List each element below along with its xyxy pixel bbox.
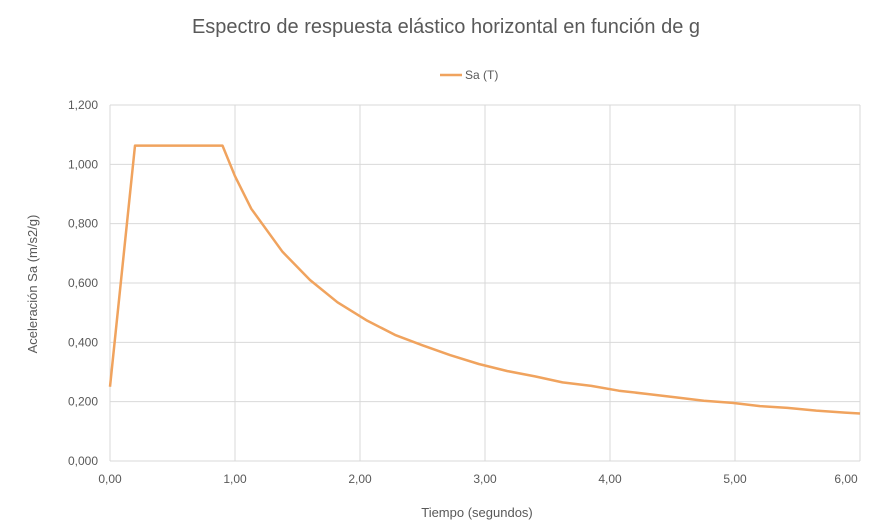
y-tick-label: 0,800 bbox=[68, 217, 98, 231]
x-tick-label: 6,00 bbox=[834, 472, 858, 486]
legend: Sa (T) bbox=[440, 68, 498, 82]
y-tick-label: 1,000 bbox=[68, 157, 98, 171]
y-tick-label: 0,200 bbox=[68, 395, 98, 409]
x-axis-ticks: 0,00 1,00 2,00 3,00 4,00 5,00 6,00 bbox=[98, 472, 858, 486]
legend-label-sa: Sa (T) bbox=[465, 68, 498, 82]
x-tick-label: 1,00 bbox=[223, 472, 247, 486]
y-tick-label: 0,600 bbox=[68, 276, 98, 290]
x-tick-label: 3,00 bbox=[473, 472, 497, 486]
x-tick-label: 5,00 bbox=[723, 472, 747, 486]
y-tick-label: 0,000 bbox=[68, 454, 98, 468]
x-tick-label: 2,00 bbox=[348, 472, 372, 486]
x-axis-title: Tiempo (segundos) bbox=[421, 505, 533, 520]
y-axis-ticks: 0,000 0,200 0,400 0,600 0,800 1,000 1,200 bbox=[68, 98, 98, 468]
y-axis-title: Aceleración Sa (m/s2/g) bbox=[25, 215, 40, 354]
y-tick-label: 1,200 bbox=[68, 98, 98, 112]
x-tick-label: 0,00 bbox=[98, 472, 122, 486]
chart-title: Espectro de respuesta elástico horizonta… bbox=[192, 16, 700, 38]
x-tick-label: 4,00 bbox=[598, 472, 622, 486]
y-tick-label: 0,400 bbox=[68, 335, 98, 349]
grid bbox=[110, 105, 860, 461]
